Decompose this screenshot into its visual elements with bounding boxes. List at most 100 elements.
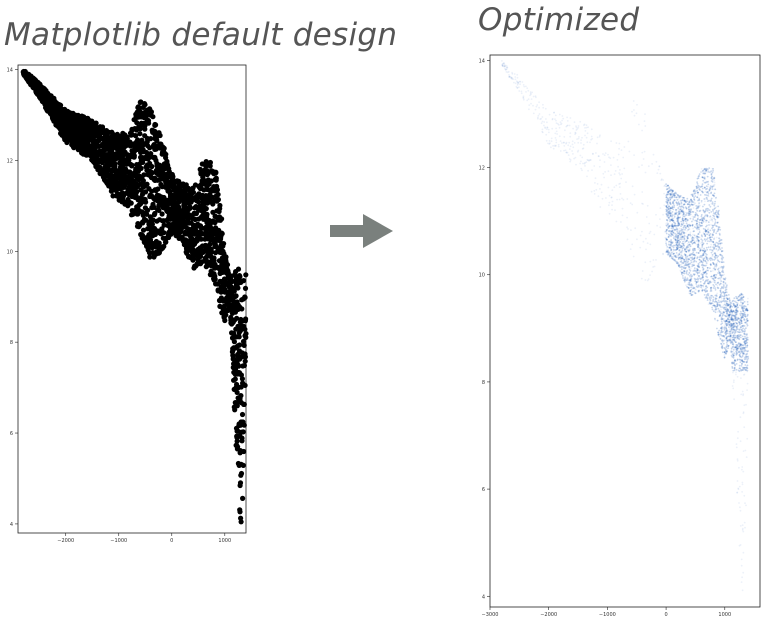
data-point [726, 291, 728, 294]
data-point [720, 274, 723, 276]
data-point [184, 214, 190, 220]
data-point [522, 95, 525, 98]
data-point [735, 354, 738, 356]
data-point [501, 63, 504, 66]
data-point [728, 333, 731, 336]
data-point [679, 266, 681, 268]
data-point [720, 320, 723, 323]
data-point [235, 323, 241, 329]
data-point [705, 169, 708, 172]
data-point [732, 336, 735, 338]
data-point [724, 291, 727, 294]
data-point [743, 404, 746, 407]
data-point [619, 193, 622, 195]
data-point [742, 315, 744, 317]
data-point [742, 346, 744, 349]
data-point [723, 297, 725, 300]
data-point [673, 224, 676, 227]
data-point [103, 141, 110, 147]
data-point [675, 248, 678, 251]
data-point [671, 193, 673, 196]
data-point [685, 262, 687, 265]
data-point [740, 359, 743, 362]
data-point [745, 504, 747, 507]
data-point [706, 267, 709, 269]
data-point [240, 296, 246, 302]
data-point [742, 450, 745, 452]
data-point [701, 239, 704, 242]
data-point [682, 262, 684, 264]
y-tick-label: 8 [10, 340, 13, 346]
data-point [704, 238, 706, 241]
data-point [695, 260, 698, 263]
data-point [670, 240, 673, 243]
data-point [522, 97, 525, 99]
data-point [671, 223, 674, 226]
data-point [154, 160, 160, 167]
y-tick-label: 14 [479, 58, 485, 64]
data-point [238, 372, 244, 378]
data-point [134, 189, 140, 195]
data-point [729, 341, 732, 343]
data-point [686, 255, 689, 258]
data-point [516, 87, 519, 89]
data-point [718, 271, 721, 274]
data-point [731, 366, 734, 368]
data-point [721, 340, 724, 343]
data-point [681, 275, 684, 277]
data-point [550, 146, 552, 149]
data-point [502, 62, 505, 65]
data-point [610, 174, 612, 177]
data-point [714, 252, 716, 254]
data-point [738, 343, 740, 346]
data-point [712, 169, 714, 172]
data-point [602, 153, 604, 155]
data-point [701, 220, 703, 223]
data-point [192, 237, 198, 244]
data-point [707, 231, 709, 233]
data-point [733, 297, 736, 300]
data-point [690, 277, 692, 280]
data-point [702, 268, 705, 270]
data-point [728, 324, 731, 326]
data-point [554, 132, 557, 135]
data-point [724, 308, 726, 311]
data-point [721, 269, 724, 272]
data-point [534, 108, 537, 111]
data-point [727, 313, 730, 316]
data-point [704, 200, 706, 203]
data-point [691, 193, 694, 196]
data-point [680, 227, 683, 230]
data-point [720, 282, 722, 285]
data-point [232, 400, 238, 406]
data-point [239, 438, 245, 444]
data-point [132, 208, 138, 214]
data-point [714, 297, 717, 299]
data-point [694, 190, 697, 193]
data-point [692, 273, 695, 276]
data-point [711, 175, 714, 178]
data-point [563, 141, 565, 144]
data-point [700, 260, 703, 263]
data-point [672, 244, 675, 247]
data-point [738, 345, 741, 348]
data-point [505, 64, 508, 67]
data-point [698, 258, 701, 261]
data-point [734, 313, 737, 316]
data-point [733, 315, 736, 318]
data-point [230, 353, 236, 359]
data-point [735, 309, 738, 312]
data-point [733, 398, 735, 401]
data-point [738, 502, 740, 504]
data-point [728, 313, 731, 316]
data-point [730, 319, 733, 321]
data-point [718, 297, 721, 299]
data-point [678, 249, 681, 251]
data-point [689, 224, 692, 227]
data-point [120, 194, 126, 200]
data-point [214, 214, 220, 220]
data-point [677, 217, 679, 220]
data-point [680, 223, 683, 226]
data-point [702, 275, 704, 278]
data-point [706, 276, 709, 279]
